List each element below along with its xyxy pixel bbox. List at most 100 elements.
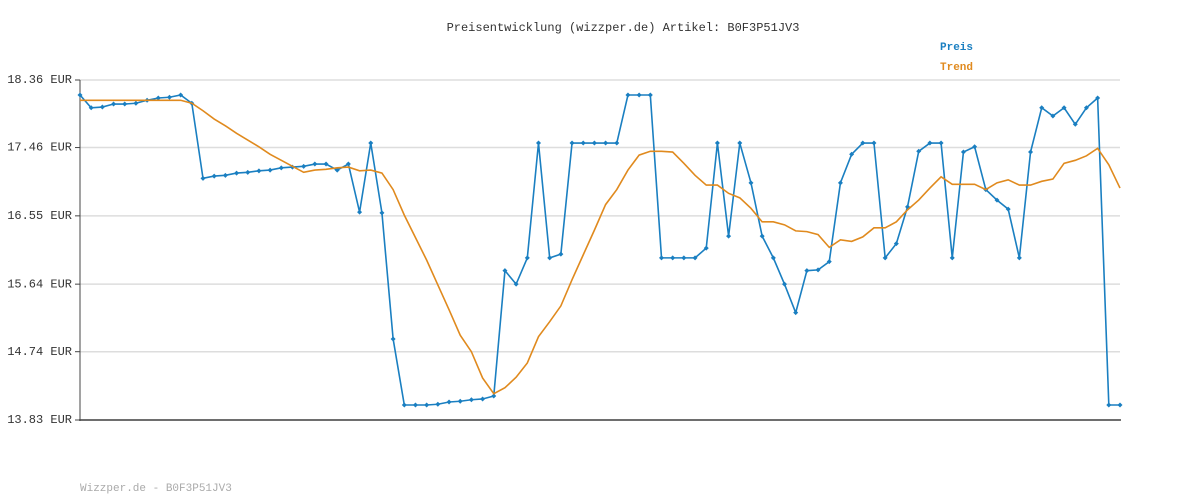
y-tick-label: 13.83 EUR bbox=[7, 413, 72, 427]
point bbox=[703, 245, 709, 251]
point bbox=[681, 255, 687, 261]
point bbox=[659, 255, 665, 261]
point bbox=[1050, 113, 1056, 119]
point bbox=[826, 259, 832, 265]
point bbox=[614, 140, 620, 146]
point bbox=[278, 165, 284, 171]
point bbox=[200, 175, 206, 181]
point bbox=[871, 140, 877, 146]
point bbox=[1039, 105, 1045, 111]
point bbox=[345, 161, 351, 167]
legend-label: Preis bbox=[940, 42, 973, 54]
footer: Wizzper.de - B0F3P51JV3 bbox=[80, 483, 232, 495]
point bbox=[916, 148, 922, 154]
point bbox=[1005, 206, 1011, 212]
point bbox=[535, 140, 541, 146]
y-tick-label: 15.64 EUR bbox=[7, 277, 72, 291]
point bbox=[256, 168, 262, 174]
point bbox=[580, 140, 586, 146]
point bbox=[323, 161, 329, 167]
point bbox=[1083, 105, 1089, 111]
point bbox=[938, 140, 944, 146]
point bbox=[234, 170, 240, 176]
point bbox=[603, 140, 609, 146]
point bbox=[334, 167, 340, 173]
point bbox=[815, 267, 821, 273]
y-tick-label: 18.36 EUR bbox=[7, 73, 72, 87]
point bbox=[502, 268, 508, 274]
point bbox=[480, 396, 486, 402]
point bbox=[1072, 121, 1078, 127]
point bbox=[893, 241, 899, 247]
point bbox=[726, 233, 732, 239]
point bbox=[1117, 402, 1123, 408]
point bbox=[1061, 105, 1067, 111]
point bbox=[122, 101, 128, 107]
point bbox=[960, 149, 966, 155]
point bbox=[513, 281, 519, 287]
point bbox=[737, 140, 743, 146]
point bbox=[301, 163, 307, 169]
point bbox=[547, 255, 553, 261]
point bbox=[401, 402, 407, 408]
point bbox=[692, 255, 698, 261]
point bbox=[759, 233, 765, 239]
point bbox=[949, 255, 955, 261]
point bbox=[793, 310, 799, 316]
point bbox=[457, 398, 463, 404]
point bbox=[558, 251, 564, 257]
point bbox=[178, 92, 184, 98]
point bbox=[748, 180, 754, 186]
point bbox=[357, 209, 363, 215]
point bbox=[625, 92, 631, 98]
point bbox=[111, 101, 117, 107]
point bbox=[222, 172, 228, 178]
point bbox=[770, 255, 776, 261]
point bbox=[166, 94, 172, 100]
point bbox=[1106, 402, 1112, 408]
point bbox=[468, 397, 474, 403]
line-1 bbox=[80, 99, 1121, 395]
y-tick-label: 16.55 EUR bbox=[7, 209, 72, 223]
point bbox=[424, 402, 430, 408]
point bbox=[491, 393, 497, 399]
point bbox=[155, 95, 161, 101]
point bbox=[972, 144, 978, 150]
point bbox=[379, 210, 385, 216]
point bbox=[927, 140, 933, 146]
point bbox=[837, 180, 843, 186]
point bbox=[211, 173, 217, 179]
point bbox=[670, 255, 676, 261]
point bbox=[804, 268, 810, 274]
point bbox=[267, 167, 273, 173]
point bbox=[524, 255, 530, 261]
y-tick-label: 17.46 EUR bbox=[7, 141, 72, 155]
point bbox=[1028, 149, 1034, 155]
point bbox=[882, 255, 888, 261]
point bbox=[849, 151, 855, 157]
point bbox=[99, 104, 105, 110]
legend-label: Trend bbox=[940, 62, 973, 74]
point bbox=[133, 100, 139, 106]
point bbox=[591, 140, 597, 146]
point bbox=[312, 161, 318, 167]
point bbox=[994, 197, 1000, 203]
point bbox=[390, 336, 396, 342]
point bbox=[435, 401, 441, 407]
point bbox=[714, 140, 720, 146]
point bbox=[1095, 95, 1101, 101]
point bbox=[245, 169, 251, 175]
point bbox=[647, 92, 653, 98]
y-tick-label: 14.74 EUR bbox=[7, 345, 72, 359]
point bbox=[636, 92, 642, 98]
point bbox=[860, 140, 866, 146]
line-0 bbox=[79, 94, 1120, 406]
point bbox=[88, 105, 94, 111]
point bbox=[77, 92, 83, 98]
point bbox=[569, 140, 575, 146]
point bbox=[1016, 255, 1022, 261]
point bbox=[446, 399, 452, 405]
